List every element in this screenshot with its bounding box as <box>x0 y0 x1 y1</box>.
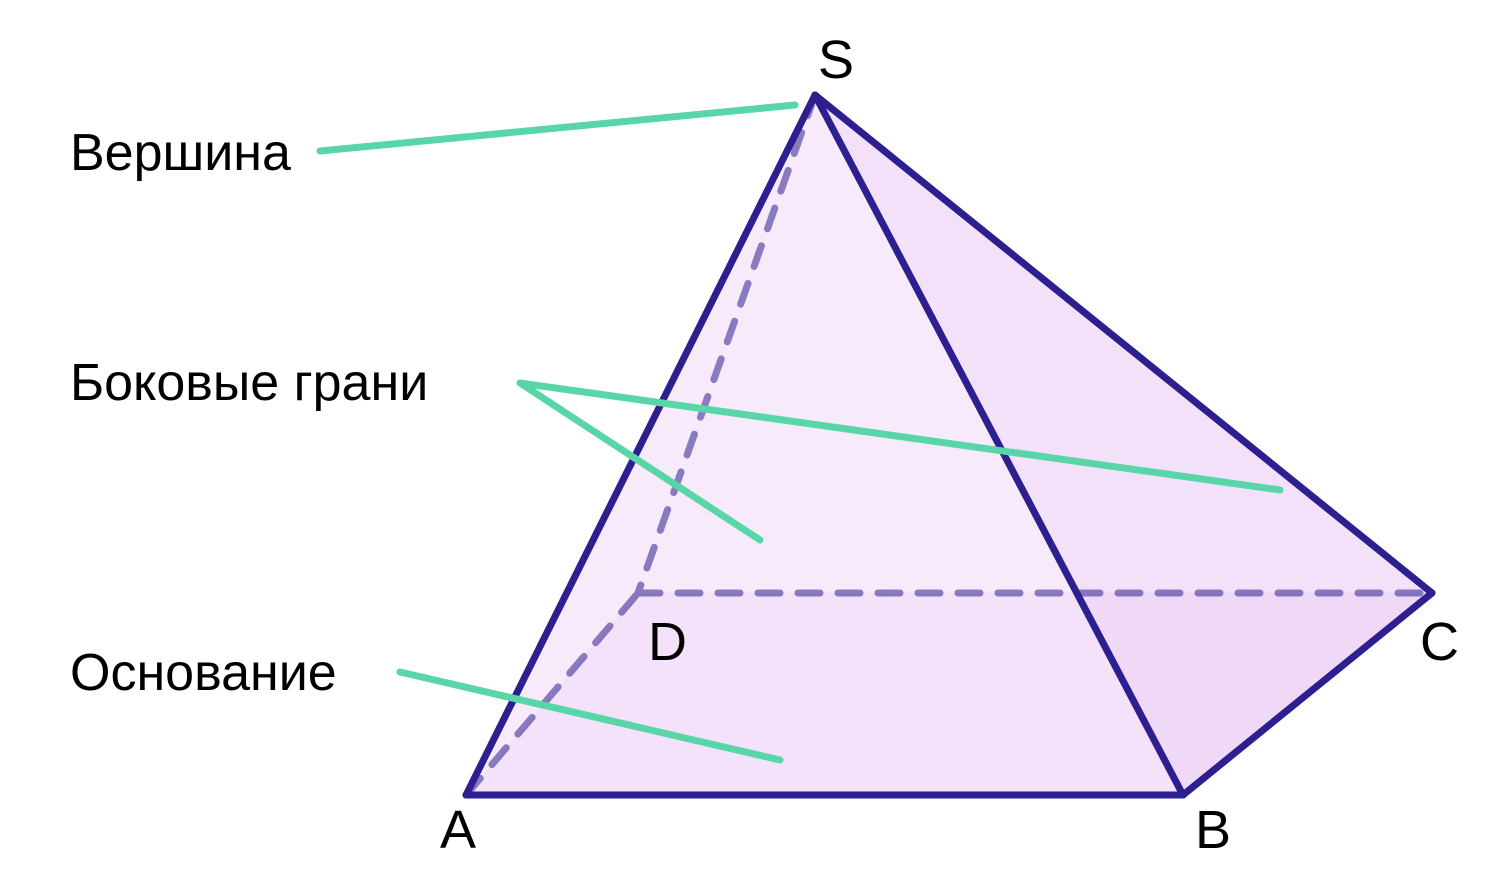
pointer-vertex <box>320 105 795 151</box>
vertex-b-label: B <box>1195 800 1231 860</box>
vertex-s-label: S <box>818 30 854 90</box>
base-label: Основание <box>70 644 337 702</box>
vertex-c-label: C <box>1420 612 1459 672</box>
vertex-a-label: A <box>440 800 476 860</box>
pyramid-diagram: Вершина Боковые грани Основание S A B C … <box>0 0 1501 893</box>
vertex-d-label: D <box>648 612 687 672</box>
side-faces-label: Боковые грани <box>70 354 428 412</box>
vertex-label: Вершина <box>70 124 291 182</box>
